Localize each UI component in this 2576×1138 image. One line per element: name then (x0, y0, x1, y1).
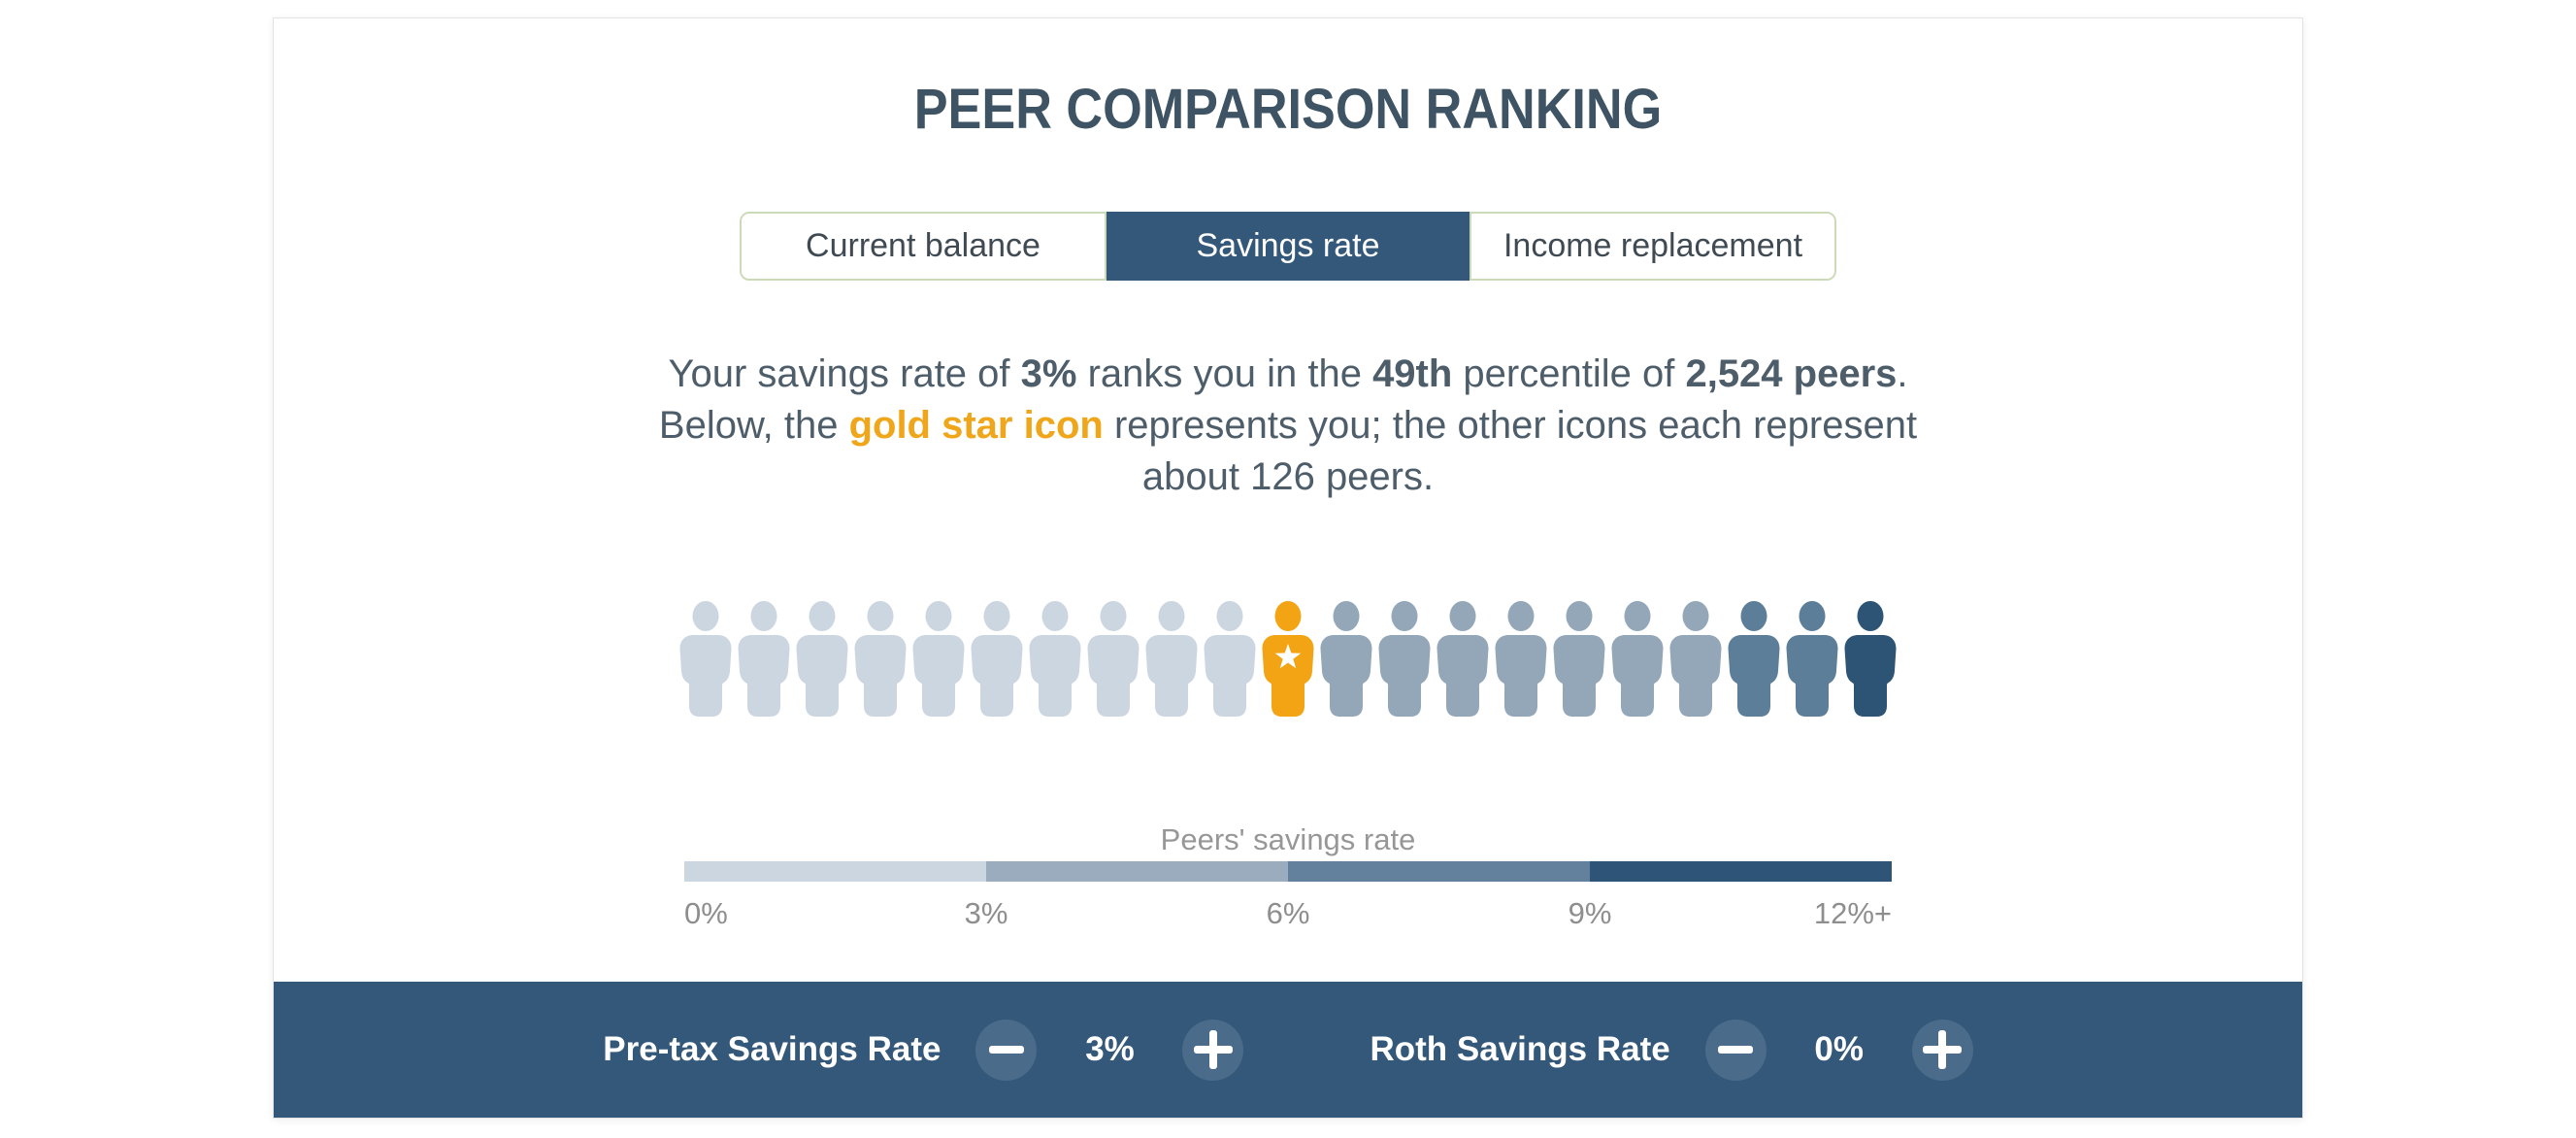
description-segment: ranks you in the (1076, 352, 1373, 395)
scale-segment-3 (1288, 861, 1590, 882)
peer-person-icon (1204, 601, 1256, 717)
scale-tick-9pct: 9% (1568, 896, 1612, 930)
description-segment: represents you; the other icons each rep… (1103, 404, 1918, 447)
tab-bar: Current balance Savings rate Income replac… (740, 212, 1836, 281)
peer-person-icon (1145, 601, 1198, 717)
peer-person-icon (796, 601, 848, 717)
roth-savings-rate-increase-button[interactable] (1911, 1019, 1973, 1081)
description-text: Your savings rate of 3% ranks you in the… (274, 349, 2302, 503)
peer-person-icon (679, 601, 732, 717)
peer-person-icon (1320, 601, 1372, 717)
scale-segment-1 (684, 861, 986, 882)
peer-person-icon (971, 601, 1023, 717)
peer-person-icon (1553, 601, 1605, 717)
peer-person-icon (1728, 601, 1780, 717)
scale-segment-2 (986, 861, 1288, 882)
pre-tax-savings-rate-decrease-button[interactable] (975, 1019, 1038, 1081)
peer-person-icon (1611, 601, 1664, 717)
peer-comparison-card: PEER COMPARISON RANKING Current balance S… (273, 17, 2303, 1119)
scale-tick-0pct: 0% (684, 896, 728, 930)
pre-tax-savings-rate-value: 3% (1085, 1030, 1135, 1068)
peer-icon-row (679, 601, 1897, 717)
pre-tax-savings-rate-increase-button[interactable] (1182, 1019, 1244, 1081)
tab-income-replacement[interactable]: Income replacement (1471, 214, 1834, 279)
peer-person-icon (1087, 601, 1139, 717)
description-segment: percentile of (1452, 352, 1686, 395)
savings-rate-footer: Pre-tax Savings Rate 3% Roth Savings Rate 0… (274, 982, 2302, 1118)
peer-person-icon (1844, 601, 1897, 717)
scale-tick-6pct: 6% (1266, 896, 1310, 930)
peer-person-icon (912, 601, 965, 717)
peer-person-icon (1669, 601, 1722, 717)
scale-tick-labels: 0% 3% 6% 9% 12%+ (684, 896, 1892, 939)
user-gold-star-person-icon (1262, 601, 1314, 717)
peer-person-icon (854, 601, 907, 717)
scale-title: Peers' savings rate (1160, 822, 1416, 856)
gold-star-mention: gold star icon (848, 404, 1104, 447)
description-segment: about 126 peers. (1141, 455, 1435, 498)
scale-tick-3pct: 3% (964, 896, 1008, 930)
roth-savings-rate-value: 0% (1814, 1030, 1865, 1068)
pre-tax-savings-rate-label: Pre-tax Savings Rate (603, 1030, 941, 1068)
description-segment: 3% (1020, 352, 1077, 395)
roth-savings-rate-decrease-button[interactable] (1704, 1019, 1767, 1081)
description-segment: 2,524 peers (1685, 352, 1898, 395)
scale-tick-12pctplus: 12%+ (1813, 896, 1892, 930)
roth-savings-rate-label: Roth Savings Rate (1370, 1030, 1670, 1068)
tab-current-balance[interactable]: Current balance (742, 214, 1106, 279)
peer-person-icon (1786, 601, 1838, 717)
tab-savings-rate[interactable]: Savings rate (1106, 212, 1471, 281)
scale-segment-4 (1590, 861, 1892, 882)
description-segment: Below, the (658, 404, 849, 447)
roth-savings-rate-control: Roth Savings Rate 0% (1370, 1019, 1973, 1081)
peer-person-icon (1437, 601, 1489, 717)
peer-person-icon (1378, 601, 1431, 717)
description-segment: 49th (1372, 352, 1453, 395)
scale-bar (684, 861, 1892, 882)
description-segment: . (1897, 352, 1908, 395)
peer-person-icon (1029, 601, 1081, 717)
pre-tax-savings-rate-control: Pre-tax Savings Rate 3% (603, 1019, 1244, 1081)
peer-person-icon (1495, 601, 1547, 717)
description-segment: Your savings rate of (668, 352, 1021, 395)
peer-person-icon (738, 601, 790, 717)
page-title: PEER COMPARISON RANKING (913, 78, 1663, 141)
